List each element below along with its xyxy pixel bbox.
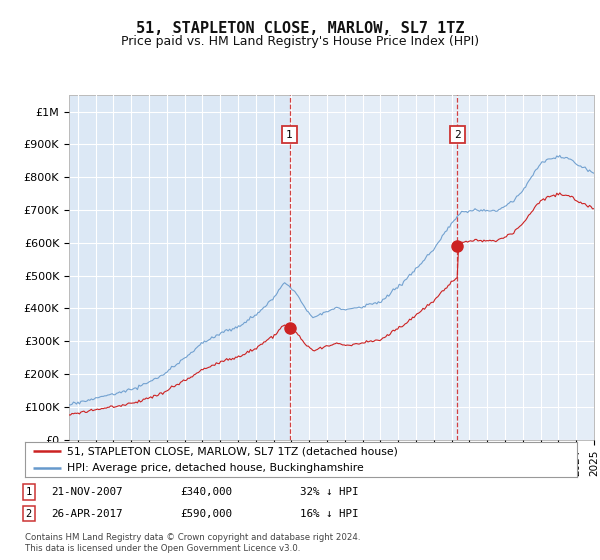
Text: £340,000: £340,000 [180, 487, 232, 497]
Text: 16% ↓ HPI: 16% ↓ HPI [300, 508, 359, 519]
Text: Contains HM Land Registry data © Crown copyright and database right 2024.
This d: Contains HM Land Registry data © Crown c… [25, 533, 361, 553]
Text: 2: 2 [454, 129, 461, 139]
Text: 1: 1 [286, 129, 293, 139]
Text: 2: 2 [26, 508, 32, 519]
Text: 51, STAPLETON CLOSE, MARLOW, SL7 1TZ (detached house): 51, STAPLETON CLOSE, MARLOW, SL7 1TZ (de… [67, 446, 397, 456]
Bar [290, 95, 457, 440]
Text: 51, STAPLETON CLOSE, MARLOW, SL7 1TZ: 51, STAPLETON CLOSE, MARLOW, SL7 1TZ [136, 21, 464, 36]
Text: 1: 1 [26, 487, 32, 497]
Text: HPI: Average price, detached house, Buckinghamshire: HPI: Average price, detached house, Buck… [67, 463, 364, 473]
Text: £590,000: £590,000 [180, 508, 232, 519]
Text: Price paid vs. HM Land Registry's House Price Index (HPI): Price paid vs. HM Land Registry's House … [121, 35, 479, 48]
Text: 32% ↓ HPI: 32% ↓ HPI [300, 487, 359, 497]
Text: 21-NOV-2007: 21-NOV-2007 [51, 487, 122, 497]
Bar [457, 95, 600, 440]
Text: 26-APR-2017: 26-APR-2017 [51, 508, 122, 519]
